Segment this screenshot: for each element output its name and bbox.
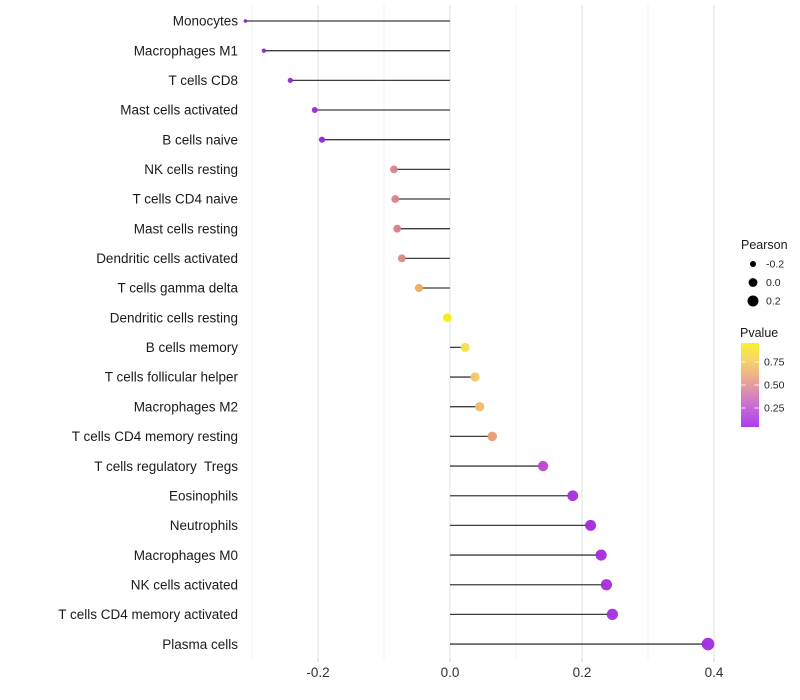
y-label-4: B cells naive xyxy=(162,132,238,147)
pearson-legend-dot-1 xyxy=(748,278,758,287)
y-label-19: NK cells activated xyxy=(131,577,238,592)
pearson-legend-title: Pearson xyxy=(741,238,788,252)
lollipop-stems xyxy=(245,20,709,645)
dot-1 xyxy=(261,48,267,53)
pvalue-legend-label-0: 0.75 xyxy=(764,357,785,369)
dot-5 xyxy=(390,165,398,174)
y-label-20: T cells CD4 memory activated xyxy=(58,607,238,622)
y-label-21: Plasma cells xyxy=(162,637,238,652)
pearson-legend-dot-0 xyxy=(750,261,756,267)
y-label-9: T cells gamma delta xyxy=(117,281,238,296)
y-label-2: T cells CD8 xyxy=(168,73,238,88)
y-label-1: Macrophages M1 xyxy=(134,43,238,58)
dot-9 xyxy=(414,283,424,293)
y-label-3: Mast cells activated xyxy=(120,103,238,118)
x-tick-label-1: 0.0 xyxy=(441,665,460,680)
pvalue-color-legend: Pvalue 0.75 0.50 0.25 xyxy=(740,326,785,427)
dot-16 xyxy=(567,490,579,502)
x-tick-label-2: 0.2 xyxy=(573,665,592,680)
dot-11 xyxy=(460,342,470,352)
y-label-15: T cells regulatory Tregs xyxy=(94,459,238,474)
y-label-16: Eosinophils xyxy=(169,488,238,503)
y-label-5: NK cells resting xyxy=(144,162,238,177)
y-label-17: Neutrophils xyxy=(170,518,239,533)
dot-17 xyxy=(585,519,597,531)
dot-13 xyxy=(475,402,485,412)
y-label-8: Dendritic cells activated xyxy=(96,251,238,266)
y-label-18: Macrophages M0 xyxy=(134,548,238,563)
pvalue-legend-title: Pvalue xyxy=(740,326,778,340)
y-label-0: Monocytes xyxy=(173,14,239,29)
x-axis-labels: -0.2 0.0 0.2 0.4 xyxy=(306,665,724,680)
dot-7 xyxy=(393,224,402,233)
y-label-12: T cells follicular helper xyxy=(105,370,239,385)
dot-12 xyxy=(470,372,480,382)
pearson-size-legend: Pearson -0.2 0.0 0.2 xyxy=(741,238,788,308)
y-label-10: Dendritic cells resting xyxy=(110,310,238,325)
y-axis-labels: Monocytes Macrophages M1 T cells CD8 Mast c… xyxy=(58,14,238,652)
dot-8 xyxy=(397,254,406,263)
dot-0 xyxy=(243,19,248,23)
dot-20 xyxy=(606,608,619,621)
y-label-7: Mast cells resting xyxy=(134,221,238,236)
x-tick-label-3: 0.4 xyxy=(705,665,724,680)
y-label-6: T cells CD4 naive xyxy=(132,192,238,207)
lollipop-dots xyxy=(243,19,715,651)
dot-19 xyxy=(600,579,613,591)
dot-15 xyxy=(537,460,549,472)
pearson-legend-label-2: 0.2 xyxy=(766,296,781,308)
y-label-11: B cells memory xyxy=(146,340,239,355)
dot-3 xyxy=(311,107,318,113)
dot-4 xyxy=(318,136,325,143)
dot-18 xyxy=(595,549,607,561)
pearson-legend-label-0: -0.2 xyxy=(766,259,784,271)
pvalue-colorbar xyxy=(741,343,759,427)
dot-6 xyxy=(391,195,400,203)
x-tick-label-0: -0.2 xyxy=(306,665,329,680)
dot-21 xyxy=(701,637,715,651)
y-label-13: Macrophages M2 xyxy=(134,399,238,414)
y-label-14: T cells CD4 memory resting xyxy=(72,429,238,444)
dot-2 xyxy=(287,77,293,83)
pvalue-legend-label-2: 0.25 xyxy=(764,403,785,415)
pvalue-legend-label-1: 0.50 xyxy=(764,380,785,392)
gridlines xyxy=(251,5,715,662)
pearson-legend-label-1: 0.0 xyxy=(766,277,781,289)
pearson-legend-dot-2 xyxy=(747,295,759,307)
dot-10 xyxy=(442,313,452,323)
dot-14 xyxy=(487,431,497,442)
